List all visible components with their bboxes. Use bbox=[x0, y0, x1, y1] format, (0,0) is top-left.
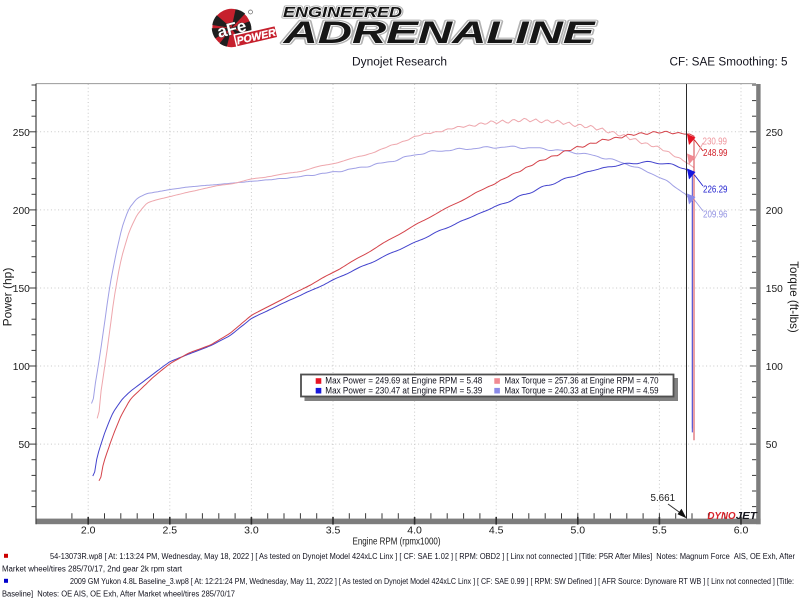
svg-text:2009 GM Yukon 4.8L Baseline_3.: 2009 GM Yukon 4.8L Baseline_3.wp8 [ At: … bbox=[70, 577, 794, 586]
svg-text:5.0: 5.0 bbox=[570, 525, 585, 537]
svg-text:2.0: 2.0 bbox=[81, 525, 96, 537]
svg-text:100: 100 bbox=[766, 362, 783, 373]
svg-text:Power (hp): Power (hp) bbox=[1, 268, 15, 327]
svg-text:3.0: 3.0 bbox=[244, 525, 259, 537]
svg-text:200: 200 bbox=[13, 206, 30, 217]
svg-text:50: 50 bbox=[18, 440, 30, 451]
svg-text:Baseline] Notes: OE AIS, OE E: Baseline] Notes: OE AIS, OE Exh, After M… bbox=[2, 590, 236, 599]
svg-text:Market wheel/tires 285/70/17,: Market wheel/tires 285/70/17, 2nd gear 2… bbox=[2, 564, 183, 573]
svg-text:100: 100 bbox=[13, 362, 30, 373]
svg-text:Max Torque = 240.33 at Engine: Max Torque = 240.33 at Engine RPM = 4.59 bbox=[505, 385, 659, 395]
svg-text:5.5: 5.5 bbox=[652, 525, 667, 537]
svg-text:JET: JET bbox=[736, 511, 758, 522]
svg-text:ENGINEERED: ENGINEERED bbox=[283, 5, 403, 21]
svg-text:4.0: 4.0 bbox=[407, 525, 422, 537]
svg-text:Max Torque = 257.36 at Engine: Max Torque = 257.36 at Engine RPM = 4.70 bbox=[505, 376, 659, 386]
svg-text:209.96: 209.96 bbox=[703, 209, 728, 220]
svg-text:ADRENALINE: ADRENALINE bbox=[282, 14, 596, 50]
svg-text:200: 200 bbox=[766, 206, 783, 217]
svg-text:2.5: 2.5 bbox=[162, 525, 177, 537]
svg-text:230.99: 230.99 bbox=[703, 137, 728, 148]
svg-text:250: 250 bbox=[766, 128, 783, 139]
svg-text:CF: SAE Smoothing: 5: CF: SAE Smoothing: 5 bbox=[670, 54, 788, 68]
svg-text:Max Power = 249.69 at Engine R: Max Power = 249.69 at Engine RPM = 5.48 bbox=[325, 376, 482, 386]
svg-text:DYNO: DYNO bbox=[708, 511, 736, 522]
svg-text:3.5: 3.5 bbox=[326, 525, 341, 537]
svg-text:ENGINEERED: ENGINEERED bbox=[283, 5, 403, 21]
svg-text:54-13073R.wp8 [ At: 1:13:24 PM: 54-13073R.wp8 [ At: 1:13:24 PM, Wednesda… bbox=[50, 552, 795, 561]
svg-text:4.5: 4.5 bbox=[489, 525, 504, 537]
svg-text:ADRENALINE: ADRENALINE bbox=[282, 14, 596, 50]
svg-text:6.0: 6.0 bbox=[734, 525, 749, 537]
svg-text:226.29: 226.29 bbox=[703, 184, 728, 195]
svg-text:Engine RPM (rpmx1000): Engine RPM (rpmx1000) bbox=[353, 536, 441, 547]
svg-text:150: 150 bbox=[13, 284, 30, 295]
svg-text:248.99: 248.99 bbox=[703, 148, 728, 159]
svg-text:Dynojet Research: Dynojet Research bbox=[352, 54, 447, 68]
svg-text:Max Power = 230.47 at Engine R: Max Power = 230.47 at Engine RPM = 5.39 bbox=[325, 385, 482, 395]
svg-text:50: 50 bbox=[766, 440, 778, 451]
svg-text:250: 250 bbox=[13, 128, 30, 139]
svg-text:Torque (ft-lbs): Torque (ft-lbs) bbox=[787, 261, 800, 333]
svg-text:5.661: 5.661 bbox=[651, 493, 676, 504]
svg-text:150: 150 bbox=[766, 284, 783, 295]
